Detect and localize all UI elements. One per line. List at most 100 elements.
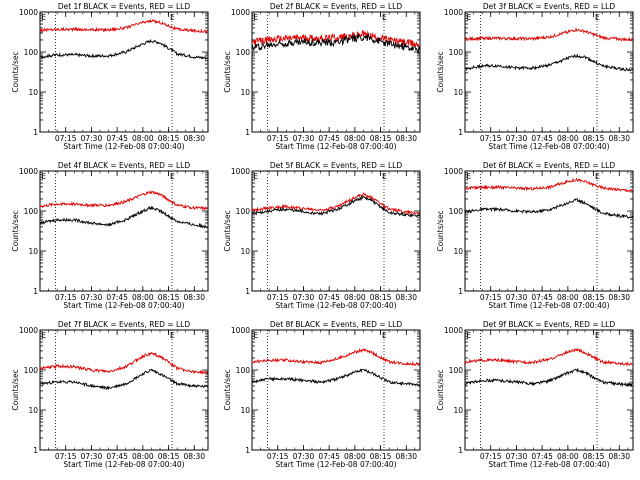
plot-frame [39, 170, 209, 292]
y-tick-label: 1 [245, 446, 250, 455]
y-tick-label: 1000 [444, 8, 463, 17]
plot-frame [464, 329, 634, 451]
x-tick-label: 08:30 [395, 134, 417, 143]
events-series-line [464, 198, 633, 219]
events-series-line [251, 195, 420, 218]
event-marker-label: E [382, 331, 387, 340]
x-tick-label: 07:30 [293, 452, 315, 461]
chart-title: Det 8f BLACK = Events, RED = LLD [270, 320, 403, 329]
x-axis-label: Start Time (12-Feb-08 07:00:40) [275, 142, 396, 151]
event-marker-label: E [170, 13, 175, 22]
lld-series-line [39, 351, 208, 376]
x-tick-label: 07:30 [506, 293, 528, 302]
y-tick-label: 10 [453, 88, 463, 97]
lld-series-line [464, 348, 633, 367]
y-axis-label: Counts/sec [436, 369, 445, 410]
plot-frame [464, 170, 634, 292]
x-tick-label: 07:30 [506, 452, 528, 461]
x-tick-label: 07:15 [55, 293, 77, 302]
x-axis-label: Start Time (12-Feb-08 07:00:40) [488, 142, 609, 151]
y-tick-label: 10 [453, 247, 463, 256]
plot-frame [251, 11, 421, 133]
chart-title: Det 9f BLACK = Events, RED = LLD [483, 320, 616, 329]
chart-panel-1: Det 1f BLACK = Events, RED = LLD 1 10 100 10… [11, 2, 209, 151]
x-tick-label: 08:15 [583, 452, 605, 461]
y-axis-label: Counts/sec [223, 210, 232, 251]
x-tick-label: 08:15 [583, 293, 605, 302]
event-marker-label: E [466, 331, 471, 340]
y-tick-label: 100 [24, 48, 39, 57]
x-tick-label: 08:30 [183, 293, 205, 302]
x-tick-label: 07:15 [55, 134, 77, 143]
event-marker-label: E [253, 13, 258, 22]
events-series-line [464, 367, 633, 388]
event-marker-label: E [595, 331, 600, 340]
events-series-line [39, 205, 208, 229]
x-tick-label: 08:30 [395, 452, 417, 461]
y-tick-label: 1000 [19, 326, 38, 335]
event-marker-label: E [253, 331, 258, 340]
x-tick-label: 07:30 [81, 293, 103, 302]
x-tick-label: 08:15 [158, 134, 180, 143]
x-tick-label: 08:00 [132, 293, 154, 302]
lld-series-line [464, 177, 633, 192]
x-tick-label: 07:15 [267, 134, 289, 143]
x-tick-label: 08:30 [608, 452, 630, 461]
event-marker-label: E [41, 13, 46, 22]
x-tick-label: 07:15 [55, 452, 77, 461]
event-marker-label: E [253, 172, 258, 181]
x-tick-label: 08:30 [183, 134, 205, 143]
x-tick-label: 07:30 [293, 134, 315, 143]
y-tick-label: 1000 [444, 326, 463, 335]
y-tick-label: 10 [28, 406, 38, 415]
event-marker-label: E [382, 172, 387, 181]
y-tick-label: 1000 [231, 167, 250, 176]
x-tick-label: 07:45 [531, 293, 553, 302]
y-tick-label: 1 [458, 446, 463, 455]
y-tick-label: 1 [458, 128, 463, 137]
x-tick-label: 07:30 [506, 134, 528, 143]
y-tick-label: 100 [236, 48, 251, 57]
lld-series-line [251, 347, 420, 367]
plot-frame [251, 170, 421, 292]
chart-title: Det 1f BLACK = Events, RED = LLD [58, 2, 191, 11]
x-tick-label: 08:30 [183, 452, 205, 461]
y-tick-label: 100 [449, 366, 464, 375]
plot-frame [39, 329, 209, 451]
event-marker-label: E [41, 172, 46, 181]
chart-panel-9: Det 9f BLACK = Events, RED = LLD 1 10 100 10… [436, 320, 634, 469]
y-tick-label: 1 [33, 128, 38, 137]
x-tick-label: 07:45 [531, 452, 553, 461]
y-tick-label: 1000 [19, 8, 38, 17]
y-tick-label: 10 [240, 247, 250, 256]
lld-series-line [39, 189, 208, 212]
x-tick-label: 08:00 [132, 134, 154, 143]
x-tick-label: 08:00 [132, 452, 154, 461]
x-tick-label: 07:15 [267, 293, 289, 302]
x-tick-label: 08:15 [370, 293, 392, 302]
plot-frame [464, 11, 634, 133]
x-tick-label: 07:45 [531, 134, 553, 143]
chart-title: Det 3f BLACK = Events, RED = LLD [483, 2, 616, 11]
event-marker-label: E [466, 13, 471, 22]
event-marker-label: E [170, 331, 175, 340]
chart-panel-6: Det 6f BLACK = Events, RED = LLD 1 10 100 10… [436, 161, 634, 310]
event-marker-label: E [595, 172, 600, 181]
x-axis-label: Start Time (12-Feb-08 07:00:40) [488, 301, 609, 310]
y-tick-label: 1000 [231, 326, 250, 335]
lld-series-line [464, 26, 633, 42]
event-marker-label: E [382, 13, 387, 22]
lld-series-line [251, 192, 420, 215]
x-axis-label: Start Time (12-Feb-08 07:00:40) [63, 460, 184, 469]
events-series-line [39, 368, 208, 391]
chart-panel-4: Det 4f BLACK = Events, RED = LLD 1 10 100 10… [11, 161, 209, 310]
event-marker-label: E [595, 13, 600, 22]
events-series-line [39, 38, 208, 61]
x-tick-label: 08:30 [608, 134, 630, 143]
x-tick-label: 08:15 [370, 134, 392, 143]
x-tick-label: 07:30 [81, 452, 103, 461]
x-tick-label: 07:15 [480, 452, 502, 461]
y-axis-label: Counts/sec [223, 369, 232, 410]
y-tick-label: 100 [449, 48, 464, 57]
